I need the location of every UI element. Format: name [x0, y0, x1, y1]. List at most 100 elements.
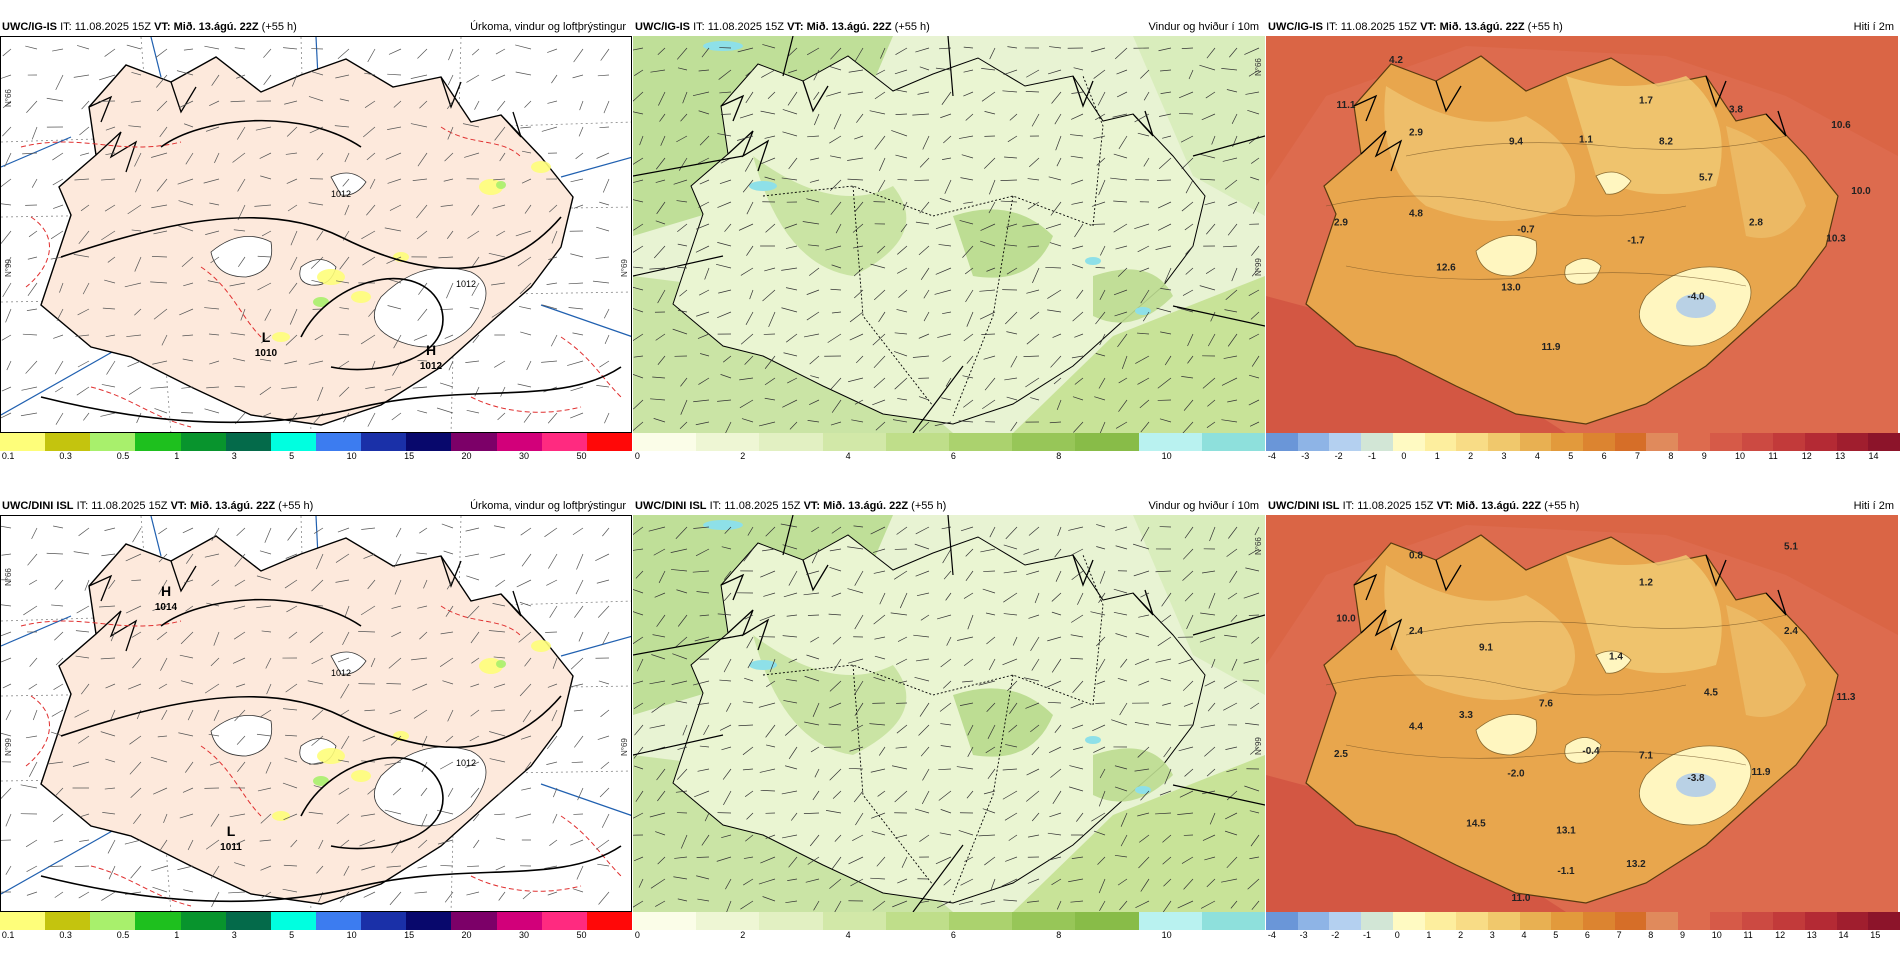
colorbar-swatch: [1678, 433, 1710, 451]
pressure-center-value: 1011: [220, 842, 242, 853]
colorbar-tick-label: 50: [576, 930, 586, 940]
vt-prefix: VT:: [1420, 21, 1437, 33]
colorbar-tick-label: 6: [1602, 451, 1607, 461]
colorbar-swatch: [1456, 912, 1488, 930]
it-prefix: IT:: [60, 21, 72, 33]
panel-title-left: UWC/IG-IS IT: 11.08.2025 15Z VT: Mið. 13…: [2, 18, 297, 36]
valid-time: Mið. 13.ágú. 22Z: [1440, 21, 1525, 33]
lead-time: (+55 h): [262, 21, 297, 33]
colorbar-tick-label: 30: [519, 451, 529, 461]
colorbar-tick-label: 11: [1768, 451, 1777, 461]
colorbar-swatch: [271, 912, 316, 930]
colorbar-swatch: [1139, 433, 1202, 451]
colorbar-swatch: [542, 433, 587, 451]
colorbar-tick-label: 0.3: [59, 930, 72, 940]
colorbar-swatch: [823, 912, 886, 930]
isobar-label: 1012: [331, 189, 351, 199]
colorbar-tick-label: 2: [1468, 451, 1473, 461]
field-name: Úrkoma, vindur og loftþrýstingur: [470, 497, 626, 515]
lead-time: (+55 h): [1528, 21, 1563, 33]
model-name: UWC/IG-IS: [635, 21, 690, 33]
temperature-value: 4.2: [1389, 55, 1403, 66]
colorbar-swatch: [1075, 912, 1138, 930]
colorbar-tick-label: 6: [951, 930, 956, 940]
colorbar-swatch: [181, 433, 226, 451]
colorbar-tick-label: 20: [462, 930, 472, 940]
colorbar-swatch: [759, 433, 822, 451]
it-prefix: IT:: [693, 21, 705, 33]
colorbar-swatch: [1488, 912, 1520, 930]
colorbar-tick-label: 13: [1807, 930, 1817, 940]
colorbar-swatch: [1298, 912, 1330, 930]
colorbar-swatch: [1393, 912, 1425, 930]
panel-title-bar: UWC/IG-IS IT: 11.08.2025 15Z VT: Mið. 13…: [633, 18, 1265, 36]
colorbar-swatch: [1393, 433, 1425, 451]
colorbar-swatch: [1805, 433, 1837, 451]
pressure-center-value: 1012: [420, 361, 443, 372]
colorbar-tick-label: 0.3: [59, 451, 72, 461]
colorbar-swatch: [1868, 912, 1900, 930]
temperature-value: 8.2: [1659, 136, 1673, 147]
colorbar-swatch: [1742, 912, 1774, 930]
wind-map-svg: N°66N°99: [633, 515, 1265, 912]
colorbar-tick-label: 5: [1553, 930, 1558, 940]
lat-label: N°99: [4, 738, 13, 756]
colorbar-tick-label: 6: [1585, 930, 1590, 940]
colorbar-tick-label: 10: [1162, 451, 1172, 461]
temperature-value: -3.8: [1687, 773, 1705, 784]
it-prefix: IT:: [1326, 21, 1338, 33]
colorbar-swatch: [759, 912, 822, 930]
temperature-value: 2.5: [1334, 749, 1348, 760]
colorbar-swatch: [1361, 912, 1393, 930]
colorbar-tick-label: 0: [635, 930, 640, 940]
temperature-value: 10.0: [1336, 613, 1356, 624]
panel-title-bar: UWC/IG-IS IT: 11.08.2025 15Z VT: Mið. 13…: [1266, 18, 1900, 36]
lead-time: (+55 h): [911, 500, 946, 512]
temperature-value: 1.2: [1639, 577, 1653, 588]
it-prefix: IT:: [710, 500, 722, 512]
colorbar-tick-label: 0.1: [2, 451, 15, 461]
temperature-value: 0.8: [1409, 550, 1423, 561]
field-name: Vindur og hviður í 10m: [1149, 18, 1259, 36]
lat-label: N°99: [4, 259, 13, 277]
temperature-value: 2.4: [1784, 626, 1798, 637]
colorbar-swatch: [949, 433, 1012, 451]
colorbar-swatch: [1710, 912, 1742, 930]
init-time: 11.08.2025 15Z: [1341, 21, 1417, 33]
colorbar-swatch: [451, 912, 496, 930]
temperature-value: 11.1: [1337, 100, 1356, 111]
colorbar-tick-label: 9: [1680, 930, 1685, 940]
colorbar-swatch: [135, 433, 180, 451]
lake: [1085, 736, 1101, 744]
init-time: 11.08.2025 15Z: [724, 500, 800, 512]
colorbar-tick-label: 6: [951, 451, 956, 461]
panel-title-left: UWC/IG-IS IT: 11.08.2025 15Z VT: Mið. 13…: [635, 18, 930, 36]
colorbar-swatch: [406, 433, 451, 451]
colorbar-swatch: [1773, 433, 1805, 451]
temperature-value: 14.5: [1466, 818, 1486, 829]
colorbar-swatch: [361, 433, 406, 451]
colorbar-swatch: [1425, 912, 1457, 930]
lake: [1135, 307, 1151, 315]
colorbar-tick-label: 5: [289, 930, 294, 940]
colorbar-swatch: [1456, 433, 1488, 451]
colorbar-tick-label: 10: [1162, 930, 1172, 940]
lead-time: (+55 h): [895, 21, 930, 33]
lat-label: N°66: [4, 89, 13, 107]
panel-title-bar: UWC/DINI ISL IT: 11.08.2025 15Z VT: Mið.…: [1266, 497, 1900, 515]
model-name: UWC/DINI ISL: [635, 500, 707, 512]
colorbar-tick-label: -2: [1335, 451, 1343, 461]
pressure-center-value: 1014: [155, 602, 178, 613]
colorbar-swatch: [1805, 912, 1837, 930]
colorbar-tick-label: 5: [1568, 451, 1573, 461]
colorbar-swatch: [823, 433, 886, 451]
temperature-value: 11.3: [1837, 692, 1856, 703]
precip-patch: [531, 161, 551, 173]
